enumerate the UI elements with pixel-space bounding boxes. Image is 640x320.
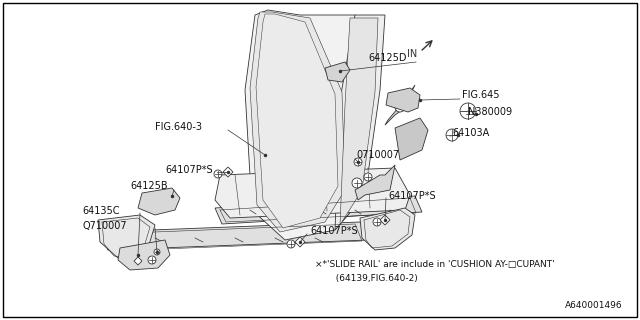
Polygon shape <box>215 168 410 218</box>
Polygon shape <box>245 10 370 240</box>
Polygon shape <box>355 165 395 200</box>
Text: (64139,FIG.640-2): (64139,FIG.640-2) <box>330 274 418 283</box>
Polygon shape <box>98 215 155 260</box>
Polygon shape <box>325 62 350 82</box>
Text: 64125B: 64125B <box>130 181 168 191</box>
Text: 64135C: 64135C <box>82 206 120 216</box>
Polygon shape <box>250 12 345 232</box>
Circle shape <box>148 256 156 264</box>
Polygon shape <box>360 208 415 250</box>
Text: FIG.645: FIG.645 <box>462 90 499 100</box>
Circle shape <box>373 218 381 226</box>
Circle shape <box>460 103 476 119</box>
Polygon shape <box>100 222 368 250</box>
Polygon shape <box>223 167 233 177</box>
Circle shape <box>446 129 458 141</box>
Text: Q710007: Q710007 <box>82 221 127 231</box>
Text: A640001496: A640001496 <box>565 300 623 309</box>
Text: N380009: N380009 <box>468 107 512 117</box>
Polygon shape <box>256 14 338 228</box>
Circle shape <box>214 170 222 178</box>
Polygon shape <box>295 237 305 247</box>
Text: IN: IN <box>407 49 417 59</box>
Text: 64107P*S: 64107P*S <box>310 226 358 236</box>
Polygon shape <box>395 118 428 160</box>
Circle shape <box>287 240 295 248</box>
Text: FIG.640-3: FIG.640-3 <box>155 122 202 132</box>
Polygon shape <box>340 18 378 225</box>
Text: 0710007: 0710007 <box>356 150 399 160</box>
Text: 64125D: 64125D <box>368 53 406 63</box>
Polygon shape <box>118 240 170 270</box>
Polygon shape <box>385 85 415 125</box>
Circle shape <box>364 173 372 181</box>
Text: 64103A: 64103A <box>452 128 489 138</box>
Polygon shape <box>134 257 142 265</box>
Polygon shape <box>335 15 385 230</box>
Polygon shape <box>380 215 390 225</box>
Circle shape <box>354 158 362 166</box>
Circle shape <box>154 249 160 255</box>
Polygon shape <box>215 196 422 224</box>
Polygon shape <box>386 88 420 112</box>
Text: ×*'SLIDE RAIL' are include in 'CUSHION AY-□CUPANT': ×*'SLIDE RAIL' are include in 'CUSHION A… <box>315 260 555 269</box>
Circle shape <box>352 178 362 188</box>
Circle shape <box>395 102 405 112</box>
Polygon shape <box>138 188 180 215</box>
Text: 64107P*S: 64107P*S <box>165 165 212 175</box>
Text: 64107P*S: 64107P*S <box>388 191 436 201</box>
